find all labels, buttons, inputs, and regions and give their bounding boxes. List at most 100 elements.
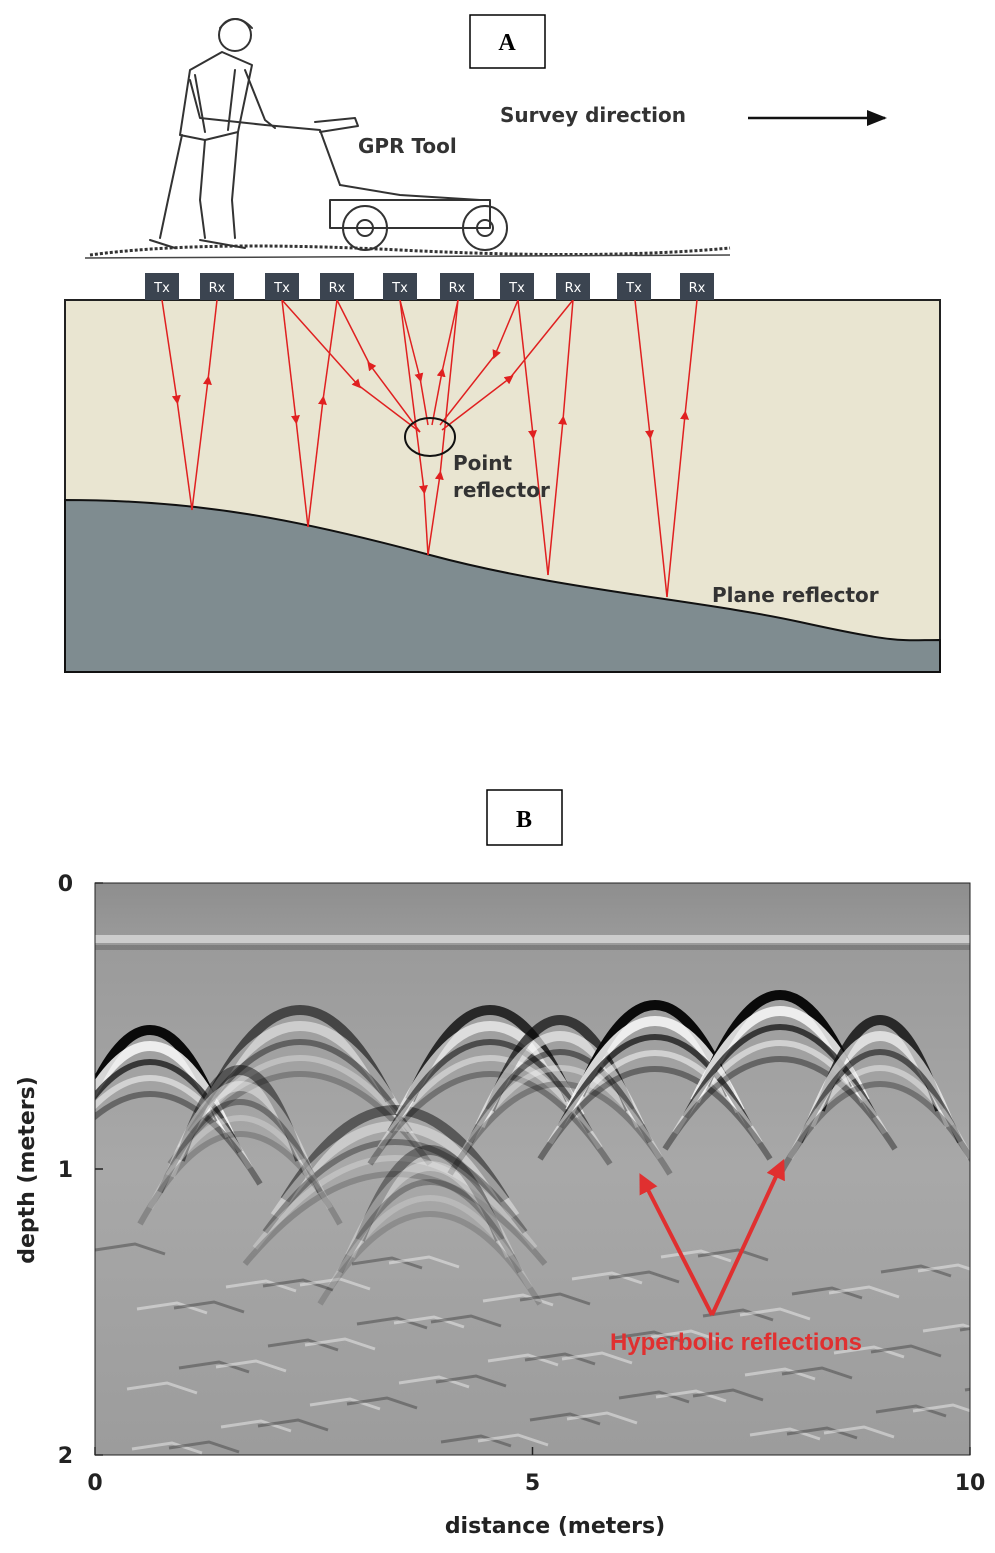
antenna-label: Rx [689, 281, 706, 296]
noise [791, 1286, 863, 1300]
hyperbola [537, 1066, 773, 1161]
hyperbola [157, 1099, 323, 1194]
noise [430, 1314, 502, 1328]
antenna-label: Tx [625, 281, 642, 296]
hyperbola [337, 1179, 523, 1274]
hyperbola [475, 1031, 645, 1129]
noise [309, 1397, 381, 1411]
plane-reflector-label: Plane reflector [712, 583, 879, 607]
panel-b: B 0 5 10 0 1 2 distance (meters) depth (meter… [15, 789, 986, 1539]
hyperbola [175, 1065, 305, 1162]
antenna [200, 273, 234, 300]
noise [267, 1338, 339, 1352]
panel-label: A [498, 30, 516, 56]
noise [655, 1389, 727, 1403]
panel-label: B [516, 807, 532, 833]
noise [262, 1278, 334, 1292]
antenna-label: Rx [449, 281, 466, 296]
hyperbola [787, 1065, 970, 1160]
hyperbola [187, 1039, 413, 1134]
noise [922, 1323, 970, 1333]
point-reflector [404, 417, 456, 457]
antenna-label: Rx [329, 281, 346, 296]
noise [95, 1242, 166, 1256]
y-tick-label: 2 [58, 1444, 73, 1469]
noise [917, 1263, 970, 1273]
hyperbola [242, 1171, 548, 1266]
noise [749, 1427, 821, 1441]
noise [257, 1418, 329, 1432]
radargram-texture [95, 935, 970, 1455]
antennas: Tx Rx Tx Rx Tx Rx Tx Rx Tx Rx [145, 273, 714, 300]
noise [739, 1307, 811, 1321]
hyperbola [557, 1034, 753, 1129]
noise [660, 1249, 732, 1263]
y-axis-label: depth (meters) [15, 1076, 40, 1264]
x-tick-label: 10 [955, 1471, 986, 1496]
noise [692, 1388, 764, 1402]
noise [875, 1404, 947, 1418]
axis-ticks: 0 5 10 0 1 2 [58, 872, 986, 1496]
antenna [440, 273, 474, 300]
hyperbola [252, 1155, 538, 1250]
antenna-label: Rx [209, 281, 226, 296]
plane-reflector-layer [64, 498, 941, 673]
hyperbola [355, 1145, 505, 1242]
noise [126, 1381, 198, 1395]
tool-label: GPR Tool [358, 134, 457, 158]
noise [561, 1351, 633, 1365]
noise [608, 1270, 680, 1284]
hyperbola [137, 1131, 343, 1226]
noise [304, 1337, 376, 1351]
hyperbola [317, 1211, 543, 1306]
antenna [500, 273, 534, 300]
noise [435, 1374, 507, 1388]
noise [828, 1285, 900, 1299]
hyperbola [395, 1021, 585, 1119]
hyperbola [280, 1105, 510, 1203]
noise [566, 1411, 638, 1425]
operator [84, 18, 731, 259]
noise [823, 1425, 895, 1439]
antenna-label: Tx [153, 281, 170, 296]
x-tick-label: 5 [525, 1471, 540, 1496]
antenna-label: Tx [391, 281, 408, 296]
annotation: Hyperbolic reflections [610, 1329, 862, 1356]
noise [524, 1352, 596, 1366]
point-reflector-label: Point [453, 451, 512, 475]
hyperbola [672, 1040, 888, 1135]
noise [744, 1367, 816, 1381]
noise [131, 1441, 203, 1455]
noise [220, 1419, 292, 1433]
hyperbola [662, 1056, 898, 1151]
y-tick-label: 0 [58, 872, 73, 897]
noise [781, 1366, 853, 1380]
surface-band [95, 945, 970, 950]
noise [346, 1396, 418, 1410]
noise [571, 1271, 643, 1285]
hyperbola [547, 1050, 763, 1145]
x-axis-label: distance (meters) [445, 1514, 665, 1539]
noise [477, 1433, 549, 1447]
hyperbola [777, 1081, 970, 1176]
noise [786, 1426, 858, 1440]
noise [529, 1412, 601, 1426]
noise [356, 1316, 428, 1330]
antenna [320, 273, 354, 300]
noise [299, 1277, 371, 1291]
x-tick-label: 0 [87, 1471, 102, 1496]
noise [393, 1315, 465, 1329]
hyperbola [262, 1139, 528, 1234]
annotation-arrows [639, 1158, 785, 1316]
hyperbola [95, 1091, 263, 1186]
label-box [469, 14, 546, 69]
hyperbola [95, 1075, 253, 1170]
hyperbola [165, 1081, 315, 1178]
hyperbola [345, 1161, 515, 1259]
noise [173, 1300, 245, 1314]
antenna [383, 273, 417, 300]
noise [440, 1434, 512, 1448]
antenna-label: Tx [508, 281, 525, 296]
antenna [145, 273, 179, 300]
